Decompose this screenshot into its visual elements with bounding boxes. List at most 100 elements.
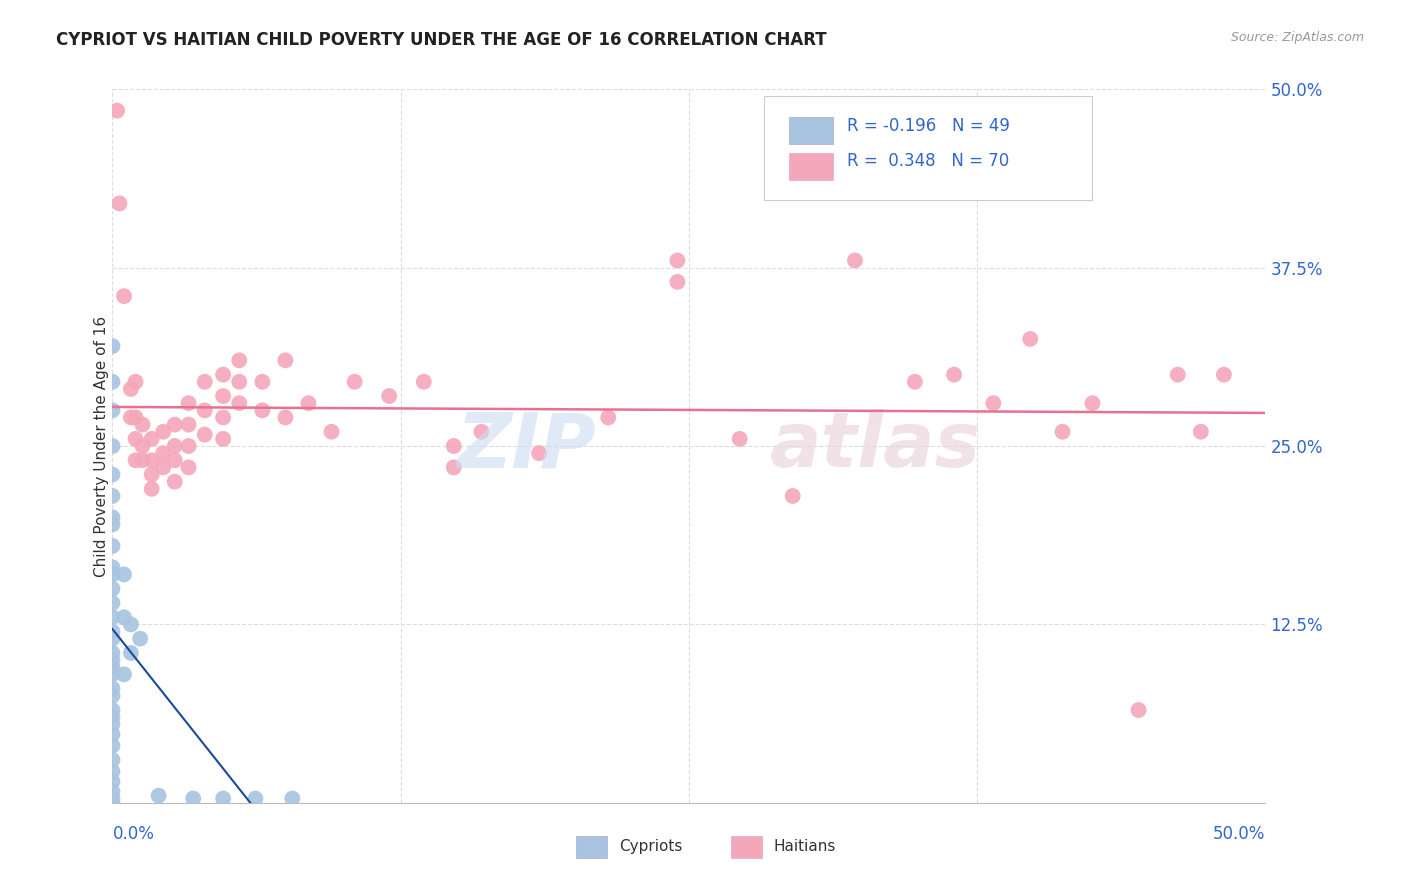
Point xyxy=(101,539,124,553)
Point xyxy=(101,689,124,703)
Point xyxy=(443,439,465,453)
Point xyxy=(228,353,250,368)
Point xyxy=(101,596,124,610)
Point xyxy=(470,425,492,439)
Point xyxy=(105,103,128,118)
Point xyxy=(343,375,366,389)
Point xyxy=(181,791,204,805)
Point xyxy=(124,453,146,467)
Point xyxy=(101,653,124,667)
Point xyxy=(141,453,163,467)
Point xyxy=(378,389,401,403)
Point xyxy=(274,410,297,425)
Text: Haitians: Haitians xyxy=(773,839,835,855)
Point xyxy=(1212,368,1234,382)
Point xyxy=(101,703,124,717)
Point xyxy=(212,389,235,403)
Point xyxy=(844,253,866,268)
FancyBboxPatch shape xyxy=(763,96,1092,200)
Point xyxy=(194,403,217,417)
Point xyxy=(152,425,174,439)
Point xyxy=(943,368,966,382)
Point xyxy=(124,432,146,446)
Point xyxy=(666,253,689,268)
Point xyxy=(141,432,163,446)
Text: ZIP: ZIP xyxy=(457,409,596,483)
Point xyxy=(101,764,124,779)
Point xyxy=(101,667,124,681)
Point xyxy=(101,646,124,660)
Point xyxy=(228,396,250,410)
Point xyxy=(101,774,124,789)
Point xyxy=(666,275,689,289)
Point xyxy=(131,453,153,467)
Point xyxy=(101,796,124,810)
Point xyxy=(101,717,124,731)
Point xyxy=(245,791,267,805)
Point xyxy=(101,660,124,674)
Point xyxy=(129,632,152,646)
FancyBboxPatch shape xyxy=(789,153,832,180)
Point xyxy=(281,791,304,805)
Point xyxy=(141,467,163,482)
Text: R = -0.196   N = 49: R = -0.196 N = 49 xyxy=(846,117,1010,135)
Point xyxy=(101,710,124,724)
Point xyxy=(274,353,297,368)
FancyBboxPatch shape xyxy=(789,117,832,145)
Point xyxy=(152,460,174,475)
Point xyxy=(1052,425,1074,439)
Point xyxy=(194,375,217,389)
Point xyxy=(120,410,142,425)
Point xyxy=(163,453,186,467)
Point xyxy=(101,567,124,582)
Point xyxy=(101,375,124,389)
Y-axis label: Child Poverty Under the Age of 16: Child Poverty Under the Age of 16 xyxy=(94,316,108,576)
Text: Source: ZipAtlas.com: Source: ZipAtlas.com xyxy=(1230,31,1364,45)
Point xyxy=(120,646,142,660)
Point xyxy=(163,475,186,489)
Point xyxy=(904,375,927,389)
Point xyxy=(1081,396,1104,410)
Point xyxy=(728,432,751,446)
Text: 0.0%: 0.0% xyxy=(112,825,155,843)
Point xyxy=(177,396,200,410)
Point xyxy=(120,617,142,632)
Text: Cypriots: Cypriots xyxy=(619,839,682,855)
Point xyxy=(131,439,153,453)
Text: CYPRIOT VS HAITIAN CHILD POVERTY UNDER THE AGE OF 16 CORRELATION CHART: CYPRIOT VS HAITIAN CHILD POVERTY UNDER T… xyxy=(56,31,827,49)
Point xyxy=(101,624,124,639)
Point xyxy=(321,425,343,439)
Point xyxy=(1189,425,1212,439)
Point xyxy=(598,410,620,425)
Point xyxy=(177,439,200,453)
Point xyxy=(131,417,153,432)
Point xyxy=(101,632,124,646)
Point xyxy=(101,517,124,532)
Point xyxy=(101,739,124,753)
Point xyxy=(163,439,186,453)
Point xyxy=(297,396,319,410)
Point xyxy=(101,727,124,741)
Point xyxy=(212,432,235,446)
Point xyxy=(252,375,274,389)
Point xyxy=(124,375,146,389)
Text: R =  0.348   N = 70: R = 0.348 N = 70 xyxy=(846,153,1010,170)
Point xyxy=(163,417,186,432)
Point xyxy=(112,667,135,681)
Point xyxy=(101,791,124,805)
Point xyxy=(252,403,274,417)
Point xyxy=(212,791,235,805)
Point xyxy=(124,410,146,425)
Point xyxy=(101,582,124,596)
Point xyxy=(212,410,235,425)
Point xyxy=(177,460,200,475)
Point xyxy=(101,467,124,482)
Point xyxy=(228,375,250,389)
Point xyxy=(212,368,235,382)
Point xyxy=(120,382,142,396)
Point xyxy=(782,489,804,503)
Point xyxy=(108,196,131,211)
Point xyxy=(101,610,124,624)
Point xyxy=(101,339,124,353)
Point xyxy=(112,567,135,582)
